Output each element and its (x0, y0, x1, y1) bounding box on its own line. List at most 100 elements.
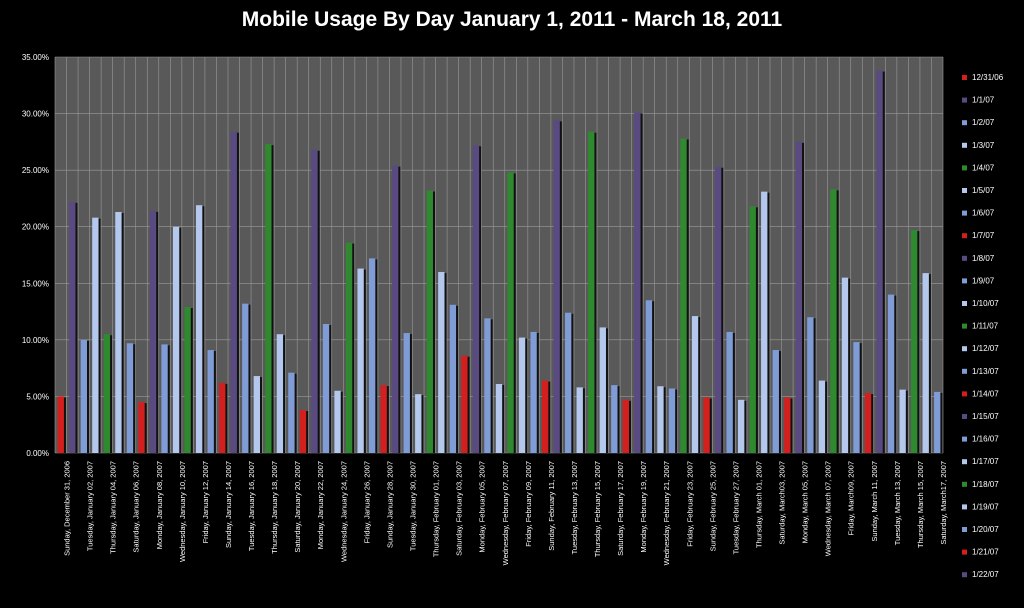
legend-label: 1/22/07 (972, 570, 999, 579)
legend-label: 1/18/07 (972, 480, 999, 489)
y-tick-label: 20.00% (22, 223, 49, 232)
legend-label: 1/12/07 (972, 344, 999, 353)
bar (830, 189, 837, 453)
bar (345, 242, 353, 453)
x-tick-label: Thursday, February 15, 2007 (593, 461, 602, 557)
bar (380, 385, 387, 453)
x-tick-label: Friday, February 23, 2007 (685, 461, 694, 547)
bar (126, 343, 134, 453)
legend-label: 1/13/07 (972, 367, 999, 376)
legend-label: 1/2/07 (972, 118, 995, 127)
legend-swatch (962, 504, 967, 510)
bar (899, 389, 906, 453)
x-tick-label: Saturday, March17, 2007 (939, 461, 948, 545)
legend-swatch (962, 391, 967, 397)
x-tick-label: Monday, February 05, 2007 (478, 461, 487, 553)
x-tick-label: Saturday, February 17, 2007 (616, 461, 625, 556)
legend-swatch (962, 120, 967, 126)
bar (495, 383, 503, 453)
bar (357, 268, 364, 453)
x-tick-label: Thursday, February 01, 2007 (432, 461, 441, 557)
bar (403, 333, 410, 453)
x-tick-label: Tuesday, February 27, 2007 (731, 461, 740, 554)
bar (253, 376, 260, 453)
bar (680, 138, 687, 453)
bar (472, 145, 480, 453)
bar (426, 190, 433, 453)
x-tick-label: Wednesday, February 07, 2007 (501, 461, 510, 565)
x-tick-label: Sunday, February 25, 2007 (708, 461, 717, 551)
bar (103, 334, 111, 453)
bar (184, 307, 191, 453)
x-tick-label: Friday, February 09, 2007 (524, 461, 533, 547)
bar (841, 277, 849, 453)
y-tick-label: 5.00% (26, 392, 49, 401)
legend-label: 1/19/07 (972, 502, 999, 511)
legend-swatch (962, 572, 967, 578)
legend-label: 1/4/07 (972, 163, 995, 172)
bar (657, 386, 664, 453)
bar (910, 230, 918, 453)
x-tick-label: Saturday, January 06, 2007 (132, 461, 141, 553)
bar (368, 258, 376, 453)
legend-swatch (962, 97, 967, 103)
bar (461, 355, 468, 453)
bar (449, 304, 457, 453)
x-tick-label: Saturday, February 03, 2007 (455, 461, 464, 556)
bar (853, 342, 860, 453)
legend-swatch (962, 278, 967, 284)
x-tick-label: Monday, March 05, 2007 (801, 461, 810, 543)
legend-label: 1/20/07 (972, 525, 999, 534)
legend-swatch (962, 549, 967, 555)
legend-swatch (962, 301, 967, 306)
legend-swatch (962, 459, 967, 465)
y-tick-label: 15.00% (22, 279, 49, 288)
gridlines (54, 56, 944, 454)
bar (276, 334, 284, 453)
legend-label: 1/14/07 (972, 389, 999, 398)
legend-swatch (962, 414, 967, 419)
x-tick-label: Tuesday, January 30, 2007 (409, 461, 418, 551)
legend-swatch (962, 481, 967, 487)
x-tick-label: Saturday, January 20, 2007 (293, 461, 302, 553)
bar (761, 191, 768, 453)
y-axis: 0.00% 5.00% 10.00% 15.00% 20.00% 25.00% 30.00%… (22, 53, 49, 458)
x-tick-label: Friday, January 12, 2007 (201, 461, 210, 543)
bar (934, 391, 941, 453)
bar (172, 226, 180, 453)
x-tick-label: Tuesday, January 02, 2007 (86, 461, 95, 551)
bar (565, 312, 572, 453)
x-tick-label: Sunday, March 11, 2007 (870, 461, 879, 542)
legend-label: 1/6/07 (972, 209, 995, 218)
x-tick-label: Tuesday, January 16, 2007 (247, 461, 256, 551)
bar (691, 316, 699, 453)
x-tick-label: Friday, March09, 2007 (847, 461, 856, 535)
x-tick-label: Sunday, January 28, 2007 (385, 461, 394, 548)
bar (668, 388, 676, 453)
x-tick-label: Wednesday, January 10, 2007 (178, 461, 187, 562)
bar (334, 390, 341, 453)
bar (530, 331, 537, 453)
bar (749, 206, 756, 453)
bar (611, 385, 618, 453)
bar (864, 393, 872, 453)
bar (207, 350, 214, 453)
legend-label: 12/31/06 (972, 73, 1004, 82)
x-tick-label: Saturday, March03, 2007 (778, 461, 787, 545)
legend-swatch (962, 368, 967, 374)
bar (772, 350, 779, 453)
bar (784, 397, 791, 453)
bar (807, 317, 814, 453)
x-tick-label: Thursday, January 18, 2007 (270, 461, 279, 554)
legend-label: 1/1/07 (972, 96, 995, 105)
bar (322, 324, 330, 453)
legend-swatch (962, 436, 967, 442)
x-tick-label: Monday, January 22, 2007 (316, 461, 325, 549)
x-tick-label: Tuesday, February 13, 2007 (570, 461, 579, 554)
x-axis: Sunday, December 31, 2006 Tuesday, Januar… (63, 461, 948, 565)
bar (392, 165, 399, 454)
legend-swatch (962, 165, 967, 171)
bar (138, 402, 145, 453)
y-tick-label: 25.00% (22, 166, 49, 175)
bar (703, 397, 710, 453)
